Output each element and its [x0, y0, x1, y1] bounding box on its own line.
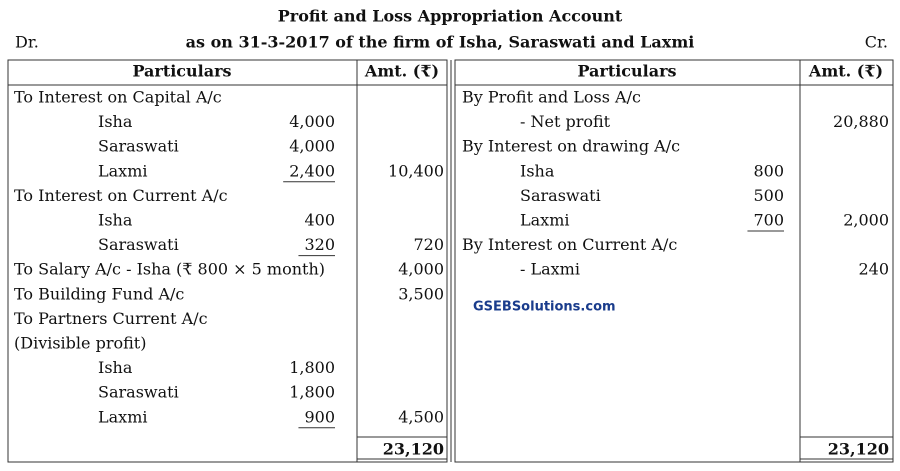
inner-amount: 4,000: [289, 112, 335, 131]
header-cell: Particulars: [577, 62, 676, 81]
row-name: Saraswati: [98, 137, 179, 156]
amount: 720: [413, 235, 444, 254]
inner-amount: 400: [304, 211, 335, 230]
cr-mark: Cr.: [865, 33, 888, 52]
row-name: Isha: [98, 211, 133, 230]
header-cell: Amt. (₹): [808, 62, 883, 81]
row-label: To Interest on Current A/c: [14, 186, 228, 205]
amount: 240: [858, 260, 889, 279]
row-name: Laxmi: [520, 211, 569, 230]
inner-amount: 2,400: [289, 161, 335, 180]
row-name: Isha: [520, 161, 555, 180]
amount: 3,500: [398, 284, 444, 303]
inner-amount: 320: [304, 235, 335, 254]
row-label: By Interest on Current A/c: [462, 235, 677, 254]
amount: 10,400: [388, 161, 444, 180]
inner-amount: 4,000: [289, 137, 335, 156]
inner-amount: 800: [753, 161, 784, 180]
row-name: Saraswati: [98, 235, 179, 254]
title: Profit and Loss Appropriation Account: [278, 7, 623, 26]
row-label: To Salary A/c - Isha (₹ 800 × 5 month): [14, 260, 325, 279]
inner-amount: 1,800: [289, 358, 335, 377]
inner-amount: 500: [753, 186, 784, 205]
dr-mark: Dr.: [15, 33, 39, 52]
row-name: Isha: [98, 358, 133, 377]
row-label: (Divisible profit): [14, 334, 146, 353]
row-name: - Laxmi: [520, 260, 580, 279]
inner-amount: 700: [753, 211, 784, 230]
inner-amount: 900: [304, 407, 335, 426]
inner-amount: 1,800: [289, 383, 335, 402]
header-cell: Amt. (₹): [364, 62, 439, 81]
row-name: Laxmi: [98, 161, 147, 180]
row-name: Saraswati: [520, 186, 601, 205]
amount: 4,500: [398, 407, 444, 426]
row-label: By Profit and Loss A/c: [462, 88, 641, 107]
amount: 20,880: [833, 112, 889, 131]
row-label: To Building Fund A/c: [14, 284, 184, 303]
row-label: By Interest on drawing A/c: [462, 137, 680, 156]
header-cell: Particulars: [132, 62, 231, 81]
row-name: Isha: [98, 112, 133, 131]
total: 23,120: [383, 440, 444, 459]
total: 23,120: [828, 440, 889, 459]
row-label: To Interest on Capital A/c: [14, 88, 222, 107]
watermark: GSEBSolutions.com: [473, 300, 616, 315]
amount: 2,000: [843, 211, 889, 230]
row-name: Laxmi: [98, 407, 147, 426]
row-name: Saraswati: [98, 383, 179, 402]
amount: 4,000: [398, 260, 444, 279]
table-frame: [7, 59, 894, 463]
row-name: - Net profit: [520, 112, 611, 131]
row-label: To Partners Current A/c: [14, 309, 208, 328]
subtitle: as on 31-3-2017 of the firm of Isha, Sar…: [186, 33, 695, 52]
